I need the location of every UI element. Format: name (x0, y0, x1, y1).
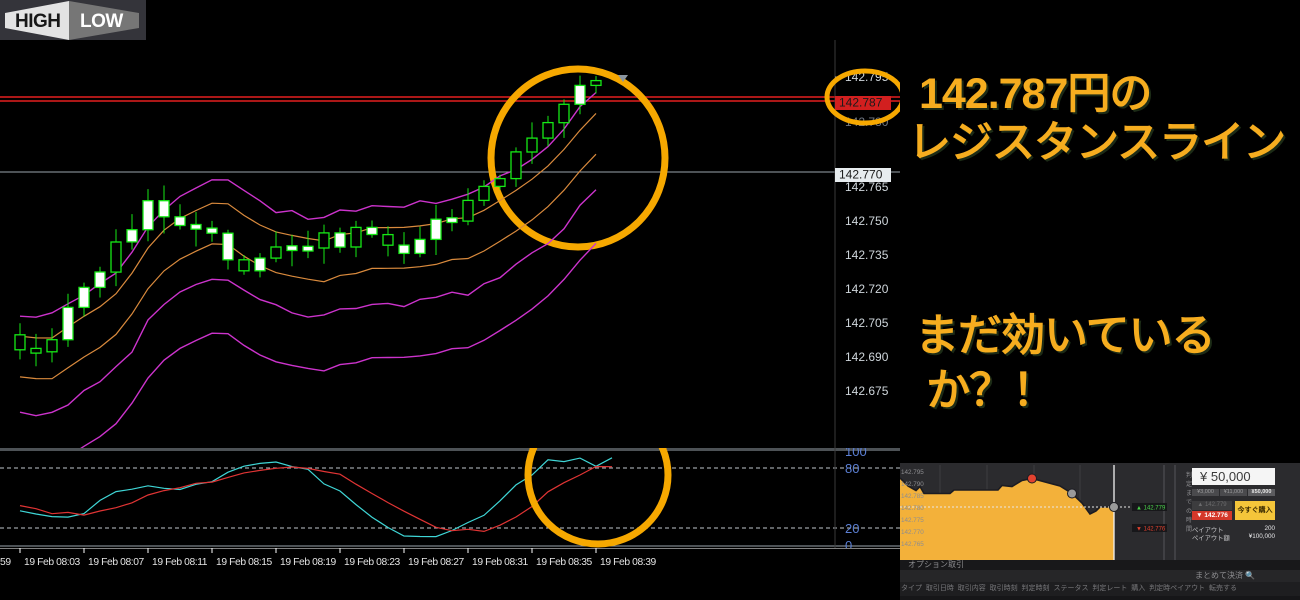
svg-text:100: 100 (845, 448, 867, 459)
svg-text:19 Feb 08:07: 19 Feb 08:07 (88, 557, 145, 568)
svg-text:142.790: 142.790 (901, 481, 924, 488)
svg-text:19 Feb 08:11: 19 Feb 08:11 (152, 557, 208, 568)
svg-text:0: 0 (845, 538, 852, 548)
svg-text:142.720: 142.720 (845, 282, 889, 296)
svg-text:142.785: 142.785 (901, 493, 924, 500)
svg-text:142.780: 142.780 (901, 505, 924, 512)
svg-text:142.705: 142.705 (845, 316, 889, 330)
svg-text:LOW: LOW (80, 11, 123, 32)
svg-text:142.787: 142.787 (839, 96, 883, 110)
svg-text:142.765: 142.765 (845, 180, 889, 194)
svg-text:19 Feb 08:03: 19 Feb 08:03 (24, 557, 81, 568)
svg-text:142.765: 142.765 (901, 541, 924, 548)
svg-text:142.750: 142.750 (845, 214, 889, 228)
svg-text:▲ 142.779: ▲ 142.779 (1136, 505, 1166, 511)
svg-text:20: 20 (845, 521, 859, 536)
svg-text:19 Feb 08:31: 19 Feb 08:31 (472, 557, 529, 568)
svg-text:19 Feb 08:15: 19 Feb 08:15 (216, 557, 273, 568)
svg-text:142.795: 142.795 (901, 469, 924, 476)
svg-text:142.675: 142.675 (845, 384, 889, 398)
svg-text:142.735: 142.735 (845, 248, 889, 262)
svg-text:59: 59 (0, 557, 11, 568)
svg-text:19 Feb 08:19: 19 Feb 08:19 (280, 557, 337, 568)
svg-text:142.775: 142.775 (901, 517, 924, 524)
svg-text:19 Feb 08:39: 19 Feb 08:39 (600, 557, 657, 568)
svg-text:142.690: 142.690 (845, 350, 889, 364)
svg-text:19 Feb 08:27: 19 Feb 08:27 (408, 557, 465, 568)
svg-text:142.770: 142.770 (901, 529, 924, 536)
svg-text:19 Feb 08:23: 19 Feb 08:23 (344, 557, 401, 568)
svg-text:19 Feb 08:35: 19 Feb 08:35 (536, 557, 593, 568)
svg-text:HIGH: HIGH (15, 11, 61, 32)
svg-text:▼ 142.776: ▼ 142.776 (1136, 526, 1166, 532)
svg-text:80: 80 (845, 461, 859, 476)
